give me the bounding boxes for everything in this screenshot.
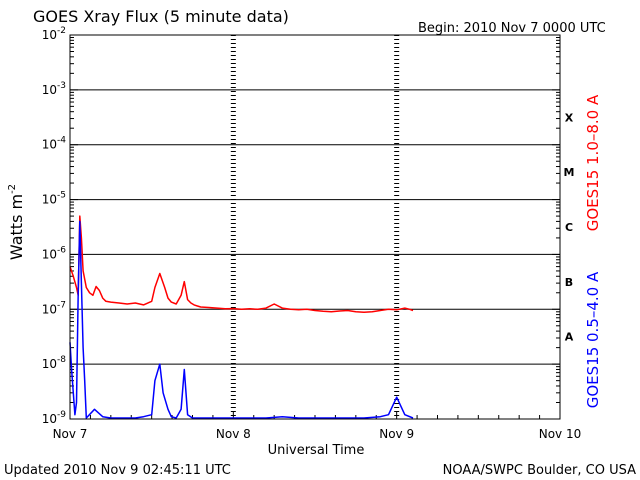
series-long-line bbox=[69, 215, 414, 314]
y-tick-exp: -6 bbox=[57, 245, 66, 255]
begin-label: Begin: 2010 Nov 7 0000 UTC bbox=[418, 21, 606, 36]
y-tick-label: 10-6 bbox=[42, 245, 67, 261]
y-tick-exp: -2 bbox=[57, 26, 66, 36]
flare-class-label: B bbox=[565, 276, 573, 289]
updated-timestamp: Updated 2010 Nov 9 02:45:11 UTC bbox=[4, 463, 231, 478]
y-tick-base: 10 bbox=[42, 138, 57, 152]
y-axis-label-base: Watts m bbox=[7, 194, 26, 260]
y-tick-label: 10-7 bbox=[42, 300, 66, 316]
y-tick-base: 10 bbox=[42, 83, 57, 97]
y-tick-base: 10 bbox=[42, 412, 57, 426]
y-tick-base: 10 bbox=[42, 302, 57, 316]
y-tick-exp: -7 bbox=[57, 300, 66, 310]
x-axis-ticks: Nov 7 Nov 8 Nov 9 Nov 10 bbox=[53, 411, 582, 441]
legend-series-long: GOES15 1.0–8.0 A bbox=[584, 94, 602, 231]
y-tick-label: 10-3 bbox=[42, 81, 66, 97]
y-tick-label: 10-8 bbox=[42, 355, 67, 371]
y-axis-label-exp: -2 bbox=[7, 184, 18, 194]
x-tick-label: Nov 8 bbox=[216, 427, 251, 441]
y-tick-exp: -4 bbox=[57, 136, 66, 146]
y-tick-label: 10-4 bbox=[42, 136, 67, 152]
y-tick-label: 10-2 bbox=[42, 26, 66, 42]
chart-title: GOES Xray Flux (5 minute data) bbox=[33, 7, 289, 26]
series-short-line bbox=[69, 220, 414, 419]
x-axis-label: Universal Time bbox=[268, 443, 365, 458]
series-lines bbox=[69, 215, 414, 419]
y-tick-exp: -5 bbox=[57, 191, 66, 201]
y-tick-base: 10 bbox=[42, 247, 57, 261]
y-axis-ticks: 10-910-810-710-610-510-410-310-2 bbox=[42, 26, 560, 426]
flare-class-labels: A B C M X bbox=[564, 111, 575, 343]
flare-class-label: A bbox=[565, 331, 574, 344]
y-tick-base: 10 bbox=[42, 357, 57, 371]
y-axis-label: Watts m-2 bbox=[7, 184, 26, 260]
flare-class-label: C bbox=[565, 221, 573, 234]
legend-series-short: GOES15 0.5–4.0 A bbox=[584, 271, 602, 408]
x-tick-label: Nov 9 bbox=[379, 427, 414, 441]
grid bbox=[70, 35, 560, 419]
y-tick-label: 10-5 bbox=[42, 191, 66, 207]
y-tick-label: 10-9 bbox=[42, 410, 67, 426]
x-tick-label: Nov 7 bbox=[53, 427, 88, 441]
y-tick-exp: -9 bbox=[57, 410, 66, 420]
y-tick-base: 10 bbox=[42, 28, 57, 42]
y-tick-base: 10 bbox=[42, 193, 57, 207]
y-tick-exp: -8 bbox=[57, 355, 66, 365]
plot-frame bbox=[69, 34, 561, 420]
y-tick-exp: -3 bbox=[57, 81, 66, 91]
flare-class-label: M bbox=[564, 166, 575, 179]
credit-label: NOAA/SWPC Boulder, CO USA bbox=[443, 463, 636, 478]
flare-class-label: X bbox=[565, 111, 574, 124]
x-tick-label: Nov 10 bbox=[539, 427, 582, 441]
